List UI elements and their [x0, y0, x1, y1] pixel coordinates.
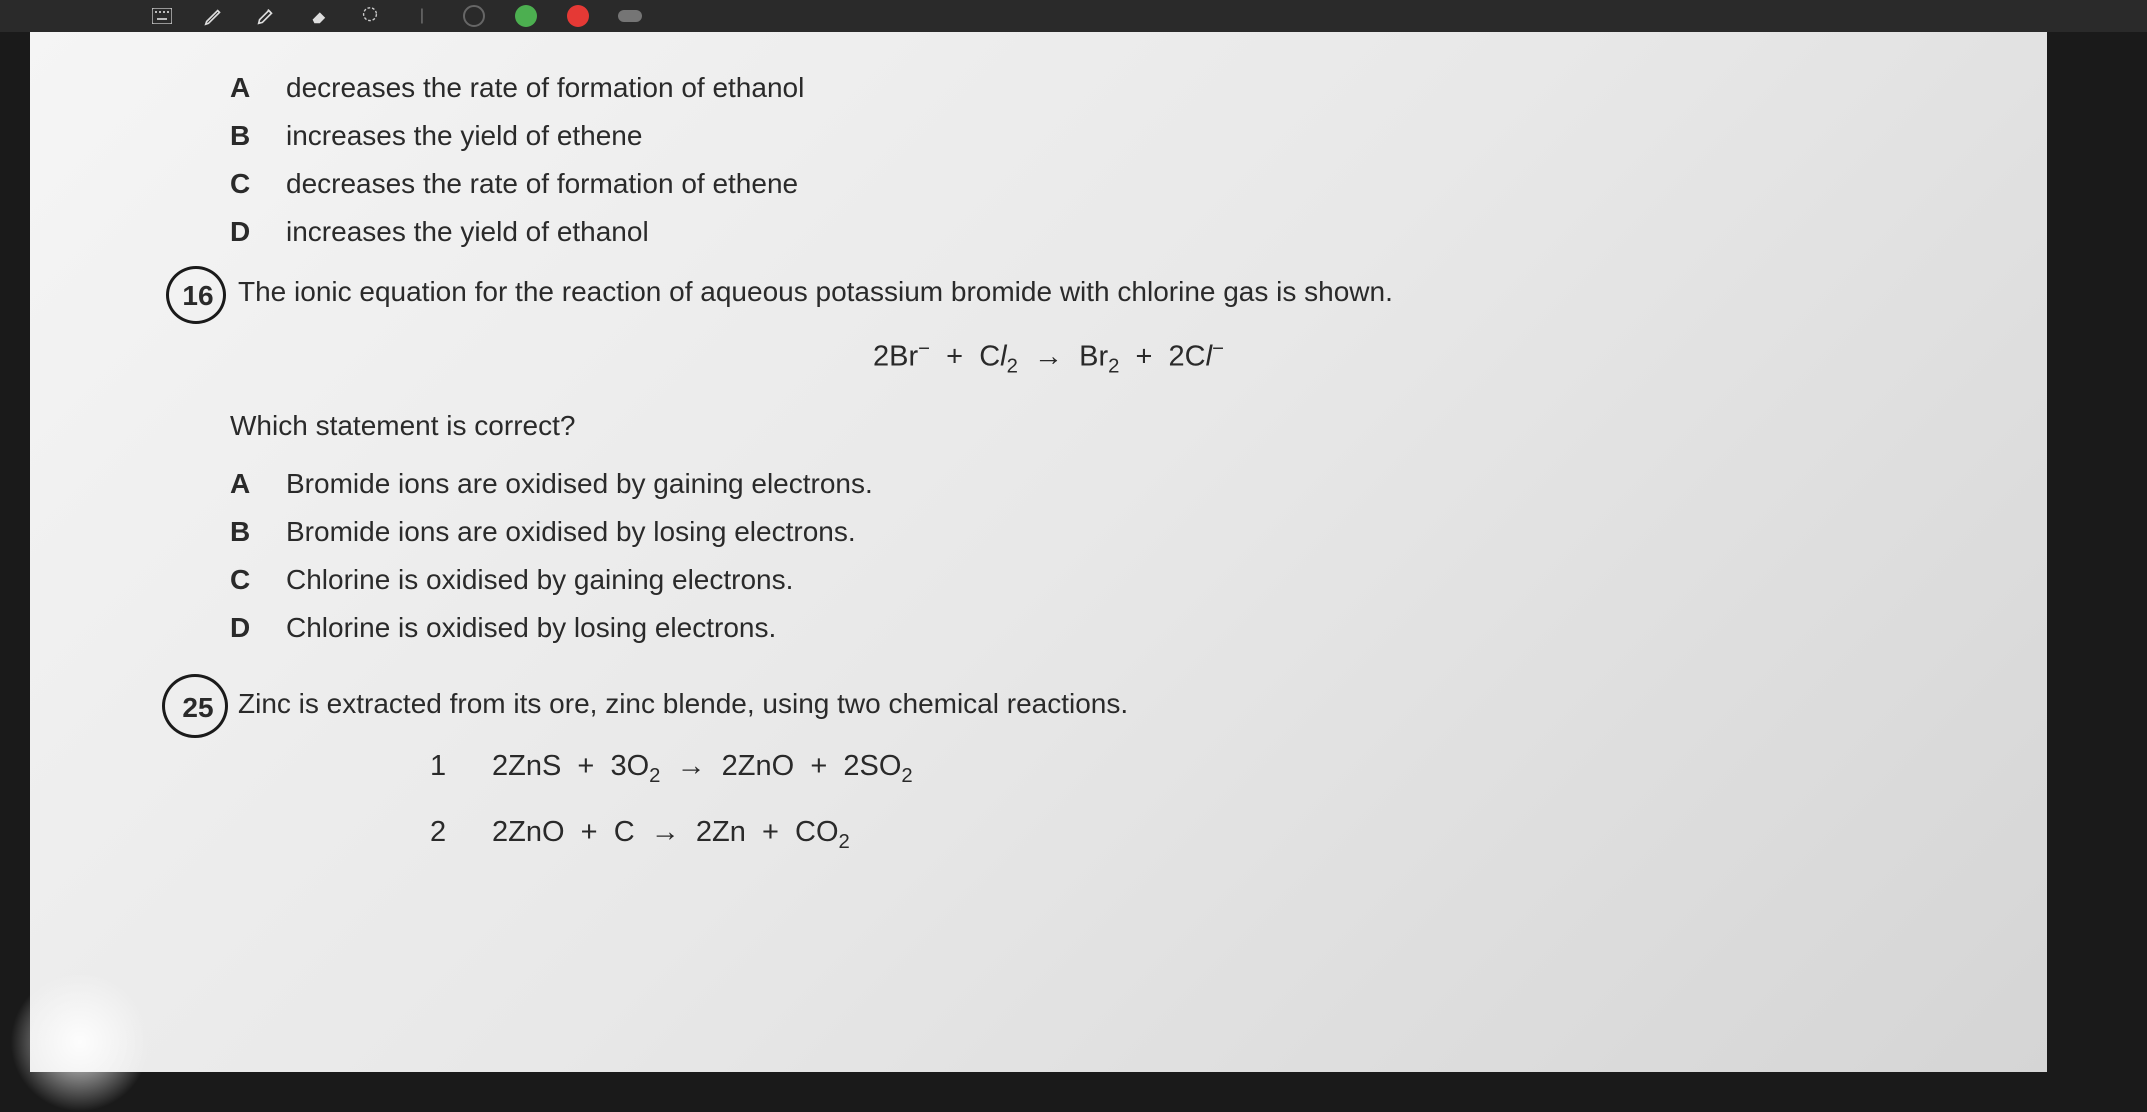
divider-icon: |	[410, 4, 434, 28]
prev-option-d: D increases the yield of ethanol	[230, 216, 1867, 248]
question-16-header: 16 The ionic equation for the reaction o…	[174, 276, 1867, 316]
color-red-icon[interactable]	[566, 4, 590, 28]
question-prompt: Zinc is extracted from its ore, zinc ble…	[238, 688, 1867, 720]
option-letter: A	[230, 72, 258, 104]
option-letter: D	[230, 612, 258, 644]
pen-icon[interactable]	[202, 4, 226, 28]
option-text: increases the yield of ethanol	[286, 216, 649, 248]
option-text: Bromide ions are oxidised by losing elec…	[286, 516, 856, 548]
question-25-header: 25 Zinc is extracted from its ore, zinc …	[174, 688, 1867, 728]
equation-body: 2ZnO + C → 2Zn + CO2	[492, 816, 850, 854]
option-text: decreases the rate of formation of ethan…	[286, 72, 804, 104]
question-number: 16	[182, 280, 213, 312]
equation-25-2: 2 2ZnO + C → 2Zn + CO2	[430, 816, 1867, 854]
light-glare-icon	[10, 972, 150, 1112]
option-text: decreases the rate of formation of ethen…	[286, 168, 798, 200]
lasso-icon[interactable]	[358, 4, 382, 28]
q16-option-d: D Chlorine is oxidised by losing electro…	[230, 612, 1867, 644]
highlighter-icon[interactable]	[254, 4, 278, 28]
q16-option-c: C Chlorine is oxidised by gaining electr…	[230, 564, 1867, 596]
option-letter: B	[230, 120, 258, 152]
prev-option-b: B increases the yield of ethene	[230, 120, 1867, 152]
option-letter: C	[230, 168, 258, 200]
color-outline-icon[interactable]	[462, 4, 486, 28]
question-number-wrap: 16	[174, 276, 222, 316]
equation-16: 2Br− + Cl2 → Br2 + 2Cl−	[230, 338, 1867, 378]
keyboard-icon[interactable]	[150, 4, 174, 28]
color-green-icon[interactable]	[514, 4, 538, 28]
sub-question-16: Which statement is correct?	[230, 410, 1867, 442]
eraser-icon[interactable]	[306, 4, 330, 28]
option-text: Chlorine is oxidised by gaining electron…	[286, 564, 793, 596]
option-text: Chlorine is oxidised by losing electrons…	[286, 612, 776, 644]
option-letter: D	[230, 216, 258, 248]
equation-number: 2	[430, 816, 450, 849]
option-letter: B	[230, 516, 258, 548]
q16-option-a: A Bromide ions are oxidised by gaining e…	[230, 468, 1867, 500]
equation-body: 2ZnS + 3O2 → 2ZnO + 2SO2	[492, 750, 913, 788]
question-number: 25	[182, 692, 213, 724]
equation-25-1: 1 2ZnS + 3O2 → 2ZnO + 2SO2	[430, 750, 1867, 788]
option-letter: C	[230, 564, 258, 596]
color-gray-icon[interactable]	[618, 4, 642, 28]
q16-option-b: B Bromide ions are oxidised by losing el…	[230, 516, 1867, 548]
equation-number: 1	[430, 750, 450, 783]
prev-option-c: C decreases the rate of formation of eth…	[230, 168, 1867, 200]
option-text: increases the yield of ethene	[286, 120, 642, 152]
option-letter: A	[230, 468, 258, 500]
question-prompt: The ionic equation for the reaction of a…	[238, 276, 1867, 308]
document-page: A decreases the rate of formation of eth…	[30, 32, 2047, 1072]
option-text: Bromide ions are oxidised by gaining ele…	[286, 468, 873, 500]
prev-option-a: A decreases the rate of formation of eth…	[230, 72, 1867, 104]
annotation-toolbar: |	[0, 0, 2147, 32]
question-number-wrap: 25	[174, 688, 222, 728]
